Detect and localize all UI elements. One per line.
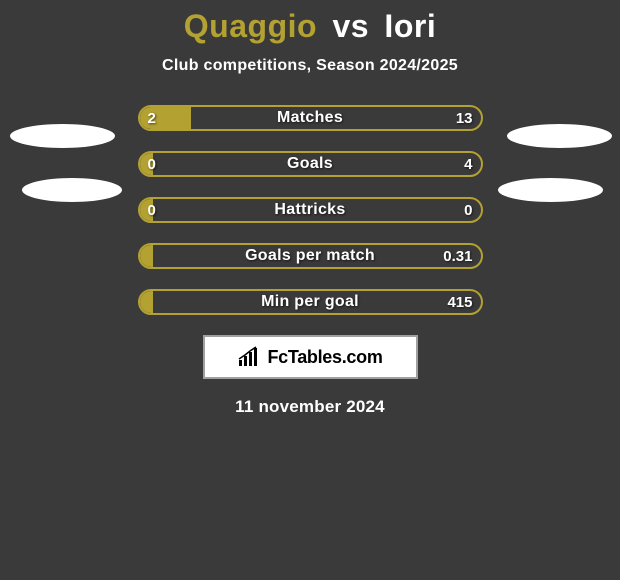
stat-value-right: 0.31 [443, 243, 472, 269]
stat-value-right: 13 [456, 105, 473, 131]
stat-row: 0Goals4 [138, 151, 483, 177]
vs-text: vs [332, 8, 369, 44]
stat-row: Goals per match0.31 [138, 243, 483, 269]
stat-label: Goals per match [138, 243, 483, 269]
stat-row: 0Hattricks0 [138, 197, 483, 223]
comparison-title: Quaggio vs Iori [0, 0, 620, 45]
player2-name: Iori [384, 8, 436, 44]
brand-chart-icon [237, 346, 263, 368]
decorative-ellipse [10, 124, 115, 148]
stat-value-right: 4 [464, 151, 472, 177]
decorative-ellipse [22, 178, 122, 202]
decorative-ellipse [498, 178, 603, 202]
stat-value-right: 0 [464, 197, 472, 223]
stat-row: 2Matches13 [138, 105, 483, 131]
stat-label: Matches [138, 105, 483, 131]
stat-label: Hattricks [138, 197, 483, 223]
subtitle: Club competitions, Season 2024/2025 [0, 57, 620, 75]
stat-label: Goals [138, 151, 483, 177]
stat-label: Min per goal [138, 289, 483, 315]
brand-badge: FcTables.com [203, 335, 418, 379]
decorative-ellipse [507, 124, 612, 148]
date-text: 11 november 2024 [0, 397, 620, 417]
stat-value-right: 415 [447, 289, 472, 315]
player1-name: Quaggio [184, 8, 317, 44]
brand-text: FcTables.com [267, 347, 382, 368]
stat-row: Min per goal415 [138, 289, 483, 315]
